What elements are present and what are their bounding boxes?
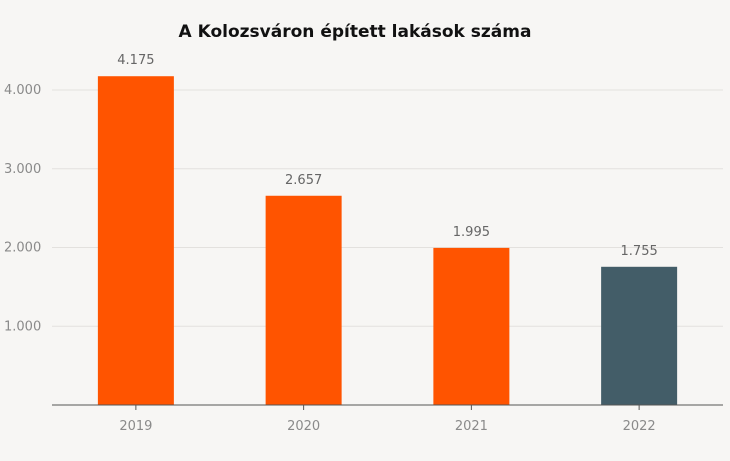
y-tick-label: 4.000 xyxy=(4,83,41,98)
x-tick-label: 2020 xyxy=(287,419,320,434)
x-tick-label: 2022 xyxy=(623,419,656,434)
y-tick-label: 1.000 xyxy=(4,319,41,334)
bar-2019 xyxy=(97,76,174,405)
y-tick-label: 2.000 xyxy=(4,241,41,256)
data-label: 1.995 xyxy=(453,225,490,240)
data-label: 2.657 xyxy=(285,173,322,188)
x-tick-label: 2021 xyxy=(455,419,488,434)
data-label: 1.755 xyxy=(621,244,658,259)
chart-title: A Kolozsváron épített lakások száma xyxy=(178,22,532,42)
data-label: 4.175 xyxy=(117,53,154,68)
bar-2022 xyxy=(601,266,678,405)
x-tick-label: 2019 xyxy=(119,419,152,434)
y-tick-label: 3.000 xyxy=(4,162,41,177)
bar-2020 xyxy=(265,195,342,405)
bar-2021 xyxy=(433,247,510,405)
